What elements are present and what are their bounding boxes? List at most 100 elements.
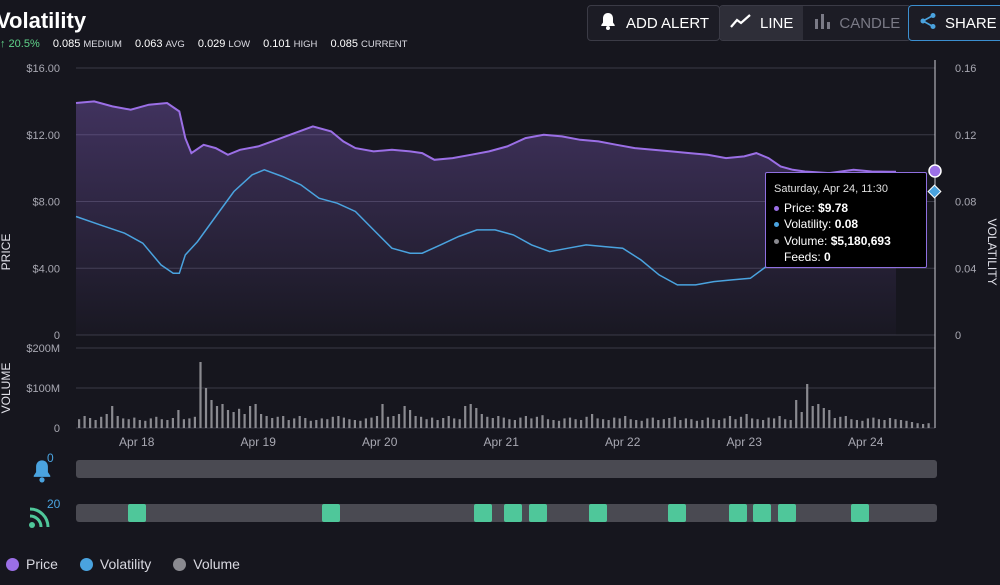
line-button[interactable]: LINE (720, 6, 804, 40)
tooltip-volume-label: Volume: (784, 233, 828, 248)
volume-bar (304, 418, 307, 428)
volume-bar (784, 419, 787, 428)
stat-current-value: 0.085 (330, 38, 358, 50)
volume-bar (877, 419, 880, 428)
x-tick-label: Apr 20 (362, 435, 398, 449)
volume-bar (684, 418, 687, 428)
feed-marker[interactable] (322, 504, 341, 522)
feed-marker[interactable] (504, 504, 523, 522)
feed-marker[interactable] (127, 504, 146, 522)
volume-bar (916, 423, 919, 428)
volume-bar (673, 416, 676, 428)
volume-bar (728, 416, 732, 428)
feeds-timeline[interactable] (76, 504, 937, 522)
share-button[interactable]: SHARE (908, 5, 1000, 41)
volume-bar (177, 410, 180, 428)
volume-bar (375, 416, 379, 428)
volume-bar (83, 416, 86, 428)
feed-marker[interactable] (753, 504, 772, 522)
alerts-row-icon[interactable] (30, 458, 54, 489)
add-alert-label: ADD ALERT (626, 14, 710, 32)
stats-row: ↑ 20.5% 0.085 MEDIUM 0.063 AVG 0.029 LOW 0.… (0, 38, 417, 50)
alerts-count: 0 (47, 451, 54, 465)
volume-bar (602, 419, 605, 428)
volume-bar (745, 414, 748, 428)
price-area (76, 101, 896, 336)
legend-price[interactable]: Price (6, 556, 58, 572)
feed-marker[interactable] (850, 504, 869, 522)
volume-bar (910, 422, 914, 428)
volume-bar (436, 420, 439, 428)
volume-bar (513, 420, 516, 428)
feeds-row-icon[interactable] (28, 505, 52, 534)
volume-tick-label: $100M (26, 383, 60, 395)
volume-bar (629, 419, 632, 428)
volume-bar (315, 420, 318, 428)
price-series-line (75, 100, 897, 175)
volume-bar (182, 419, 185, 428)
volume-bar (226, 410, 230, 428)
volume-bar (122, 418, 125, 428)
price-tick-label: $16.00 (26, 63, 60, 75)
candle-button[interactable]: CANDLE (803, 6, 911, 40)
volume-bar (144, 420, 147, 428)
volume-bar (265, 416, 268, 428)
volume-bar (618, 418, 621, 428)
volume-bar (480, 414, 483, 428)
volume-bar (105, 414, 108, 428)
volatility-series-line (75, 168, 897, 286)
volume-bar (320, 418, 323, 428)
volume-bar (221, 404, 224, 428)
volume-bar (392, 416, 395, 428)
add-alert-button[interactable]: ADD ALERT (587, 5, 721, 41)
feed-marker[interactable] (668, 504, 687, 522)
feed-marker[interactable] (777, 504, 796, 522)
volume-bar (679, 420, 682, 428)
tooltip-feeds-value: 0 (824, 250, 831, 264)
volume-bar (249, 406, 252, 428)
volume-bar (238, 408, 241, 428)
feed-marker[interactable] (528, 504, 547, 522)
volume-bar (243, 414, 246, 428)
volatility-tick-label: 0.16 (955, 63, 976, 75)
hover-tooltip: Saturday, Apr 24, 11:30 Price: $9.78 Vol… (765, 172, 927, 268)
volume-bar (585, 416, 588, 428)
stat-medium-value: 0.085 (52, 38, 81, 50)
volume-bar (613, 417, 616, 428)
volume-bar (591, 414, 594, 428)
x-tick-label: Apr 24 (848, 435, 884, 449)
bell-icon (30, 460, 54, 488)
legend-volatility[interactable]: Volatility (79, 556, 151, 572)
volume-bar (254, 404, 257, 428)
volume-bar (287, 420, 290, 428)
volume-bar (690, 419, 693, 428)
volume-bar (111, 406, 114, 428)
volume-bar (596, 418, 599, 428)
volume-bar (453, 418, 456, 428)
volume-bar (116, 416, 119, 428)
volume-bar (386, 416, 390, 428)
volume-bar (717, 420, 721, 428)
volume-bar (524, 416, 527, 428)
chart[interactable]: $16.00 $12.00 $8.00 $4.00 0 0.16 0.12 0.08 0.04… (0, 50, 1000, 490)
volume-bar (425, 419, 428, 428)
volume-bar (657, 420, 660, 428)
volume-bar (326, 419, 329, 428)
volume-bar (662, 419, 665, 428)
x-tick-label: Apr 22 (605, 435, 641, 449)
volume-bar (723, 418, 726, 428)
feed-marker[interactable] (729, 504, 748, 522)
volume-bar (739, 416, 743, 428)
volume-bar (171, 418, 174, 428)
volume-bar (833, 418, 836, 428)
volume-bar (668, 418, 671, 428)
volume-bar (127, 419, 130, 428)
volatility-marker (927, 184, 942, 199)
page-title: Volatility (0, 8, 87, 33)
feed-marker[interactable] (474, 504, 492, 522)
feed-marker[interactable] (589, 504, 608, 522)
tooltip-price-label: Price: (784, 200, 815, 215)
legend-volume[interactable]: Volume (173, 556, 240, 572)
volume-bar (839, 416, 842, 428)
alerts-timeline[interactable] (76, 460, 937, 478)
